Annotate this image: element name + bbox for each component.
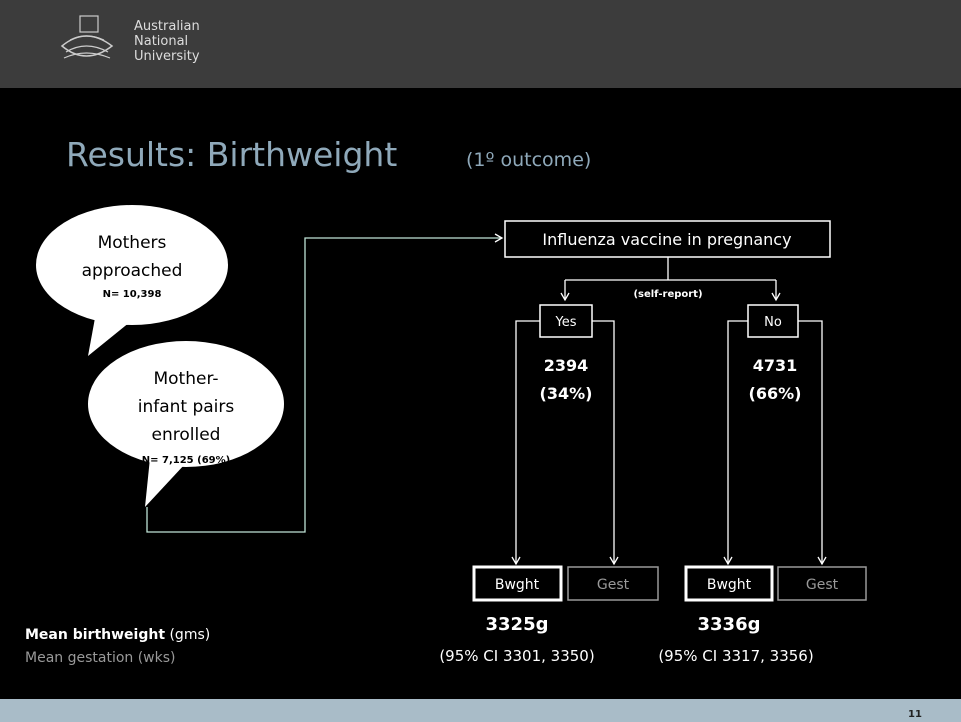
title: Results: Birthweight xyxy=(66,135,397,174)
bubble-n: N= 7,125 (69%) xyxy=(142,455,230,466)
logo-text: University xyxy=(134,49,200,64)
group-count: 4731 xyxy=(753,356,798,375)
edge-label: (self-report) xyxy=(633,289,702,300)
group-count: 2394 xyxy=(544,356,589,375)
header-bar xyxy=(0,0,961,88)
connector xyxy=(565,257,776,281)
logo-text: National xyxy=(134,34,188,49)
bubble-text: Mother- xyxy=(153,369,218,389)
outcome-label: Bwght xyxy=(495,577,540,593)
logo-text: Australian xyxy=(134,19,200,34)
legend-text: (gms) xyxy=(169,627,210,643)
group-mean: 3325g xyxy=(486,614,549,635)
page-number: 11 xyxy=(908,709,922,720)
logo: Australian National University xyxy=(60,15,200,64)
group: Yes 2394 (34%) Bwght Gest 3325g (95% CI … xyxy=(439,304,659,665)
bubble-text: Mothers xyxy=(98,233,167,253)
group-label: Yes xyxy=(555,315,577,330)
bubble-text: approached xyxy=(82,261,183,281)
legend-gestation: Mean gestation (wks) xyxy=(25,650,176,666)
bubble: Mother- infant pairs enrolled N= 7,125 (… xyxy=(88,341,284,507)
bubble: Mothers approached N= 10,398 xyxy=(36,205,228,356)
group: No 4731 (66%) Bwght Gest 3336g (95% CI 3… xyxy=(658,304,867,665)
legend-birthweight: Mean birthweight (gms) xyxy=(25,627,210,643)
outcome-label: Gest xyxy=(597,577,630,593)
group-percent: (34%) xyxy=(540,384,593,403)
group-ci: (95% CI 3317, 3356) xyxy=(658,647,813,665)
bubble-text: infant pairs xyxy=(138,397,235,417)
group-percent: (66%) xyxy=(749,384,802,403)
bubble-n: N= 10,398 xyxy=(103,289,162,300)
outcome-label: Bwght xyxy=(707,577,752,593)
group-mean: 3336g xyxy=(698,614,761,635)
group-ci: (95% CI 3301, 3350) xyxy=(439,647,594,665)
connector xyxy=(146,233,504,533)
group-label: No xyxy=(764,315,782,330)
subtitle: (1º outcome) xyxy=(466,149,591,171)
legend-text: Mean birthweight xyxy=(25,627,165,643)
root-label: Influenza vaccine in pregnancy xyxy=(542,230,791,249)
bubble-text: enrolled xyxy=(152,425,221,445)
outcome-label: Gest xyxy=(806,577,839,593)
footer-bar xyxy=(0,699,961,722)
